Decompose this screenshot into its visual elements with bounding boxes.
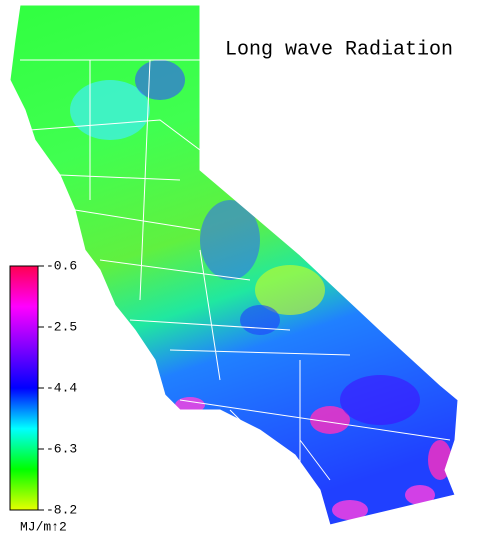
- colorbar-tick-label: -0.6: [46, 258, 77, 273]
- colorbar-unit: MJ/m↑2: [20, 519, 67, 534]
- colorbar: -0.6 -2.5 -4.4 -6.3 -8.2: [9, 258, 77, 517]
- colorbar-tick-label: -8.2: [46, 502, 77, 517]
- county-lines: [9, 4, 459, 526]
- map-title: Long wave Radiation: [225, 38, 453, 61]
- colorbar-tick-label: -6.3: [46, 441, 77, 456]
- colorbar-bar: [9, 265, 39, 511]
- colorbar-tick-label: -4.4: [46, 380, 77, 395]
- colorbar-tick-label: -2.5: [46, 319, 77, 334]
